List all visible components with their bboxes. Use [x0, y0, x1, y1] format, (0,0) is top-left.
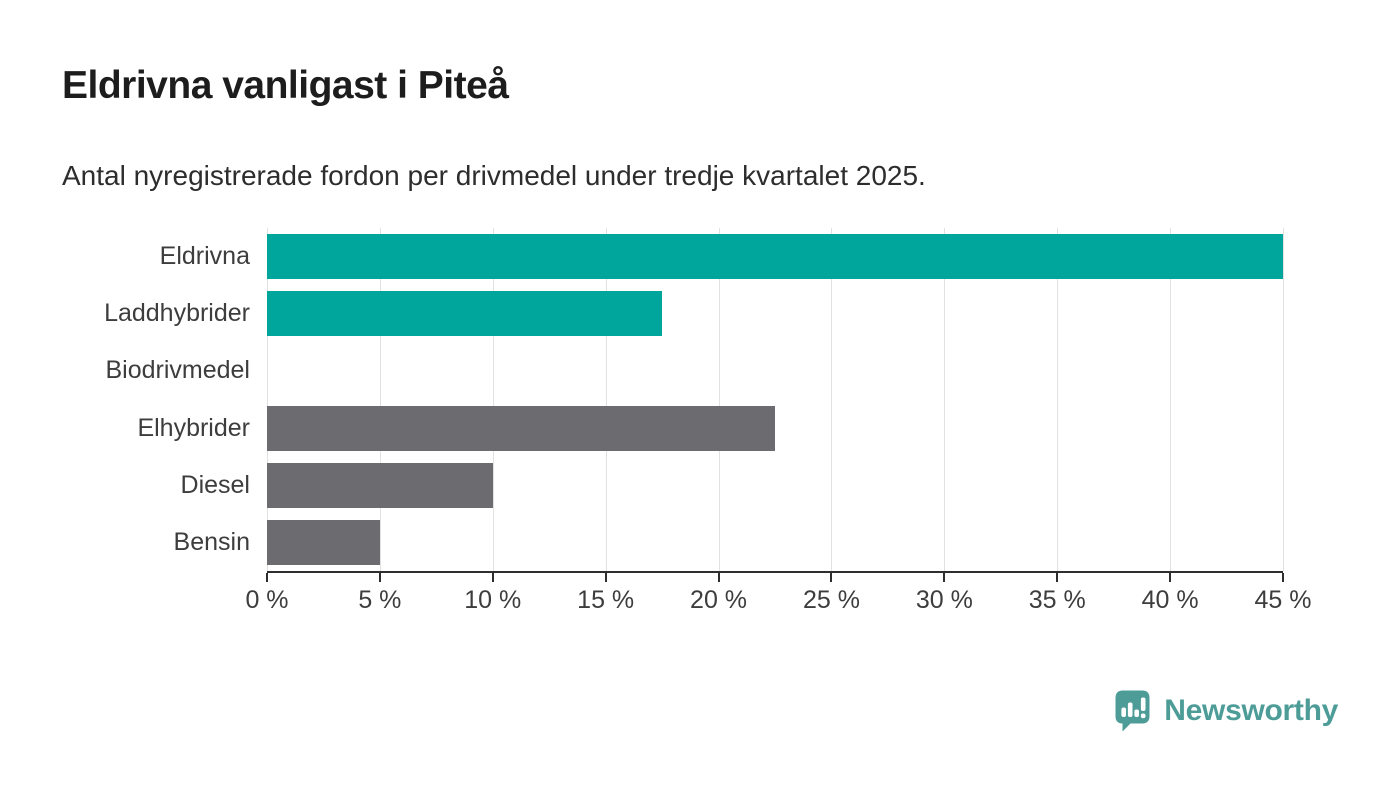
x-axis-tick-label: 30 %: [915, 586, 973, 614]
x-axis-tick: [1282, 573, 1284, 582]
gridline: [831, 228, 833, 571]
gridline: [1283, 228, 1284, 571]
x-axis-tick: [491, 573, 494, 582]
gridline: [492, 228, 494, 571]
x-axis-tick-label: 45 %: [1254, 586, 1312, 614]
newsworthy-logo-icon: [1115, 690, 1150, 732]
x-axis-tick-label: 10 %: [464, 586, 522, 614]
x-axis-tick-label: 0 %: [245, 586, 289, 614]
gridline: [1170, 228, 1172, 571]
brand-name: Newsworthy: [1164, 693, 1338, 727]
bar-bensin: [267, 519, 380, 565]
x-axis-line: [267, 571, 1283, 573]
bar-diesel: [267, 462, 493, 508]
bar-laddhybrider: [267, 291, 663, 337]
gridline: [718, 228, 720, 571]
x-axis-tick: [830, 573, 833, 582]
plot-area: 0 % 5 % 10 % 15 % 20 % 25 % 30 % 35 % 40 % 45 %: [245, 228, 1311, 614]
brand-footer: Newsworthy: [1112, 688, 1338, 733]
gridline: [267, 228, 268, 571]
bar-eldrivna: [267, 234, 1283, 280]
x-axis-tick: [717, 573, 720, 582]
x-axis-tick-label: 25 %: [802, 586, 860, 614]
category-label: Eldrivna: [159, 242, 250, 271]
gridline: [1057, 228, 1059, 571]
x-axis-tick: [378, 573, 381, 582]
x-axis-tick-label: 20 %: [690, 586, 748, 614]
gridline: [605, 228, 607, 571]
category-label: Biodrivmedel: [105, 356, 250, 385]
category-axis: Eldrivna Laddhybrider Biodrivmedel Elhybrid…: [0, 228, 250, 571]
x-axis-tick: [266, 573, 268, 582]
x-axis-tick-label: 15 %: [577, 586, 635, 614]
x-axis-tick: [1169, 573, 1172, 582]
bar-elhybrider: [267, 405, 775, 451]
x-axis-tick-label: 40 %: [1141, 586, 1199, 614]
gridline: [944, 228, 946, 571]
x-axis-tick: [943, 573, 946, 582]
x-axis-tick-label: 5 %: [358, 586, 402, 614]
bar-chart: Eldrivna Laddhybrider Biodrivmedel Elhybrid…: [0, 228, 1311, 614]
x-axis-tick: [1056, 573, 1059, 582]
category-label: Laddhybrider: [104, 299, 250, 328]
category-label: Bensin: [173, 527, 250, 556]
chart-subtitle: Antal nyregistrerade fordon per drivmede…: [62, 160, 926, 191]
gridline: [379, 228, 381, 571]
chart-title: Eldrivna vanligast i Piteå: [62, 64, 509, 107]
x-axis-tick: [604, 573, 607, 582]
category-label: Diesel: [180, 470, 250, 499]
x-axis-tick-label: 35 %: [1028, 586, 1086, 614]
category-label: Elhybrider: [137, 413, 250, 442]
